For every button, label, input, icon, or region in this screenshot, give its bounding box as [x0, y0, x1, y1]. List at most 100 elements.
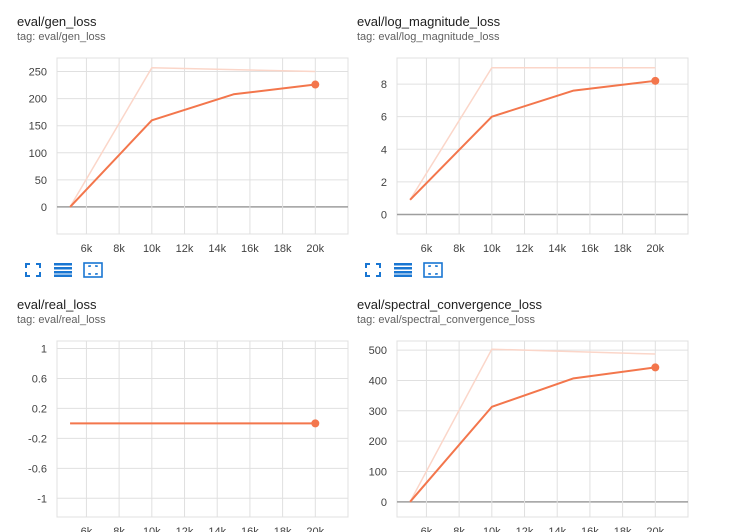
smoothed-series-line	[409, 79, 656, 201]
x-tick-label: 14k	[548, 526, 566, 532]
x-tick-label: 6k	[81, 243, 93, 255]
y-tick-label: 150	[29, 121, 47, 133]
chart-tag: tag: eval/spectral_convergence_loss	[357, 314, 535, 326]
chart-title: eval/real_loss	[17, 297, 97, 312]
x-tick-label: 6k	[421, 526, 433, 532]
fullscreen-button[interactable]	[362, 261, 384, 279]
chart-toolbar	[362, 261, 444, 279]
y-tick-label: 6	[381, 112, 387, 124]
x-tick-label: 18k	[614, 243, 632, 255]
chart-card-spectral-convergence-loss: eval/spectral_convergence_loss tag: eval…	[357, 297, 692, 532]
y-tick-label: 4	[381, 144, 387, 156]
fit-domain-icon	[423, 262, 443, 278]
y-tick-label: 300	[369, 406, 387, 418]
y-tick-label: 500	[369, 345, 387, 357]
x-tick-label: 16k	[241, 526, 259, 532]
x-tick-label: 12k	[176, 243, 194, 255]
x-tick-label: 8k	[453, 526, 465, 532]
x-tick-label: 12k	[516, 243, 534, 255]
x-tick-label: 16k	[581, 243, 599, 255]
toggle-y-log-icon	[53, 263, 73, 277]
y-tick-label: -1	[37, 493, 47, 505]
toggle-y-log-button[interactable]	[392, 261, 414, 279]
toggle-y-log-button[interactable]	[52, 261, 74, 279]
raw-series-line	[409, 67, 656, 201]
y-tick-label: 200	[29, 94, 47, 106]
y-tick-label: 0.2	[32, 403, 47, 415]
last-point-marker	[311, 80, 320, 89]
y-tick-label: 100	[29, 148, 47, 160]
x-tick-label: 10k	[143, 526, 161, 532]
fit-domain-icon	[83, 262, 103, 278]
chart-title: eval/gen_loss	[17, 14, 97, 29]
chart-title: eval/log_magnitude_loss	[357, 14, 501, 29]
chart-plot[interactable]: 0 50 100 150 200 250 6k 8k 10k 12k 14k 16k 18k 20k	[17, 14, 352, 255]
toggle-y-log-icon	[393, 263, 413, 277]
x-tick-label: 18k	[274, 243, 292, 255]
x-tick-label: 16k	[241, 243, 259, 255]
chart-toolbar	[22, 261, 104, 279]
y-tick-label: 0	[381, 209, 387, 221]
y-tick-label: 400	[369, 375, 387, 387]
y-axis: 0 50 100 150 200 250	[29, 67, 348, 214]
y-tick-label: 100	[369, 466, 387, 478]
chart-tag: tag: eval/gen_loss	[17, 31, 106, 43]
x-axis: 6k 8k 10k 12k 14k 16k 18k 20k	[81, 58, 325, 255]
y-axis: 0 100 200 300 400 500	[369, 345, 688, 509]
y-tick-label: 0	[41, 202, 47, 214]
x-tick-label: 10k	[483, 526, 501, 532]
x-tick-label: 14k	[208, 243, 226, 255]
chart-plot[interactable]: 0 2 4 6 8 6k 8k 10k 12k 14k 16k 18k 20k	[357, 14, 692, 255]
y-tick-label: 50	[35, 175, 47, 187]
fullscreen-icon	[365, 263, 381, 277]
chart-plot[interactable]: 0 100 200 300 400 500 6k 8k 10k 12k 14k 16k 18k 20k	[357, 297, 692, 532]
y-tick-label: 1	[41, 343, 47, 355]
x-tick-label: 12k	[516, 526, 534, 532]
y-tick-label: -0.2	[28, 433, 47, 445]
x-tick-label: 18k	[274, 526, 292, 532]
x-tick-label: 8k	[113, 243, 125, 255]
y-axis: 0 2 4 6 8	[381, 79, 688, 221]
x-tick-label: 14k	[548, 243, 566, 255]
y-tick-label: 0.6	[32, 373, 47, 385]
last-point-marker	[311, 419, 320, 428]
x-axis: 6k 8k 10k 12k 14k 16k 18k 20k	[421, 58, 665, 255]
raw-series-line	[69, 66, 316, 208]
x-tick-label: 6k	[81, 526, 93, 532]
x-tick-label: 16k	[581, 526, 599, 532]
x-tick-label: 20k	[306, 243, 324, 255]
chart-title: eval/spectral_convergence_loss	[357, 297, 542, 312]
y-tick-label: 8	[381, 79, 387, 91]
plot-frame	[396, 340, 689, 518]
x-tick-label: 10k	[483, 243, 501, 255]
fit-domain-button[interactable]	[422, 261, 444, 279]
plot-frame	[56, 340, 349, 518]
chart-card-log-magnitude-loss: eval/log_magnitude_loss tag: eval/log_ma…	[357, 14, 692, 284]
fit-domain-button[interactable]	[82, 261, 104, 279]
raw-series-line	[409, 348, 656, 503]
x-tick-label: 20k	[646, 526, 664, 532]
x-axis: 6k 8k 10k 12k 14k 16k 18k 20k	[81, 341, 325, 532]
plot-frame	[396, 57, 689, 235]
x-tick-label: 6k	[421, 243, 433, 255]
x-tick-label: 8k	[113, 526, 125, 532]
fullscreen-button[interactable]	[22, 261, 44, 279]
y-tick-label: 0	[381, 497, 387, 509]
y-axis: 1 0.6 0.2 -0.2 -0.6 -1	[28, 343, 348, 505]
smoothed-series-line	[69, 83, 316, 208]
smoothed-series-line	[409, 366, 656, 503]
chart-plot[interactable]: 1 0.6 0.2 -0.2 -0.6 -1 6k 8k 10k 12k 14k 16k 18k 20k	[17, 297, 352, 532]
fullscreen-icon	[25, 263, 41, 277]
chart-card-real-loss: eval/real_loss tag: eval/real_loss 1 0.6 0…	[17, 297, 352, 532]
y-tick-label: 200	[369, 436, 387, 448]
last-point-marker	[651, 76, 660, 85]
last-point-marker	[651, 363, 660, 372]
y-tick-label: 2	[381, 177, 387, 189]
y-tick-label: 250	[29, 67, 47, 79]
x-tick-label: 20k	[646, 243, 664, 255]
x-axis: 6k 8k 10k 12k 14k 16k 18k 20k	[421, 341, 665, 532]
x-tick-label: 20k	[306, 526, 324, 532]
x-tick-label: 10k	[143, 243, 161, 255]
x-tick-label: 14k	[208, 526, 226, 532]
y-tick-label: -0.6	[28, 463, 47, 475]
